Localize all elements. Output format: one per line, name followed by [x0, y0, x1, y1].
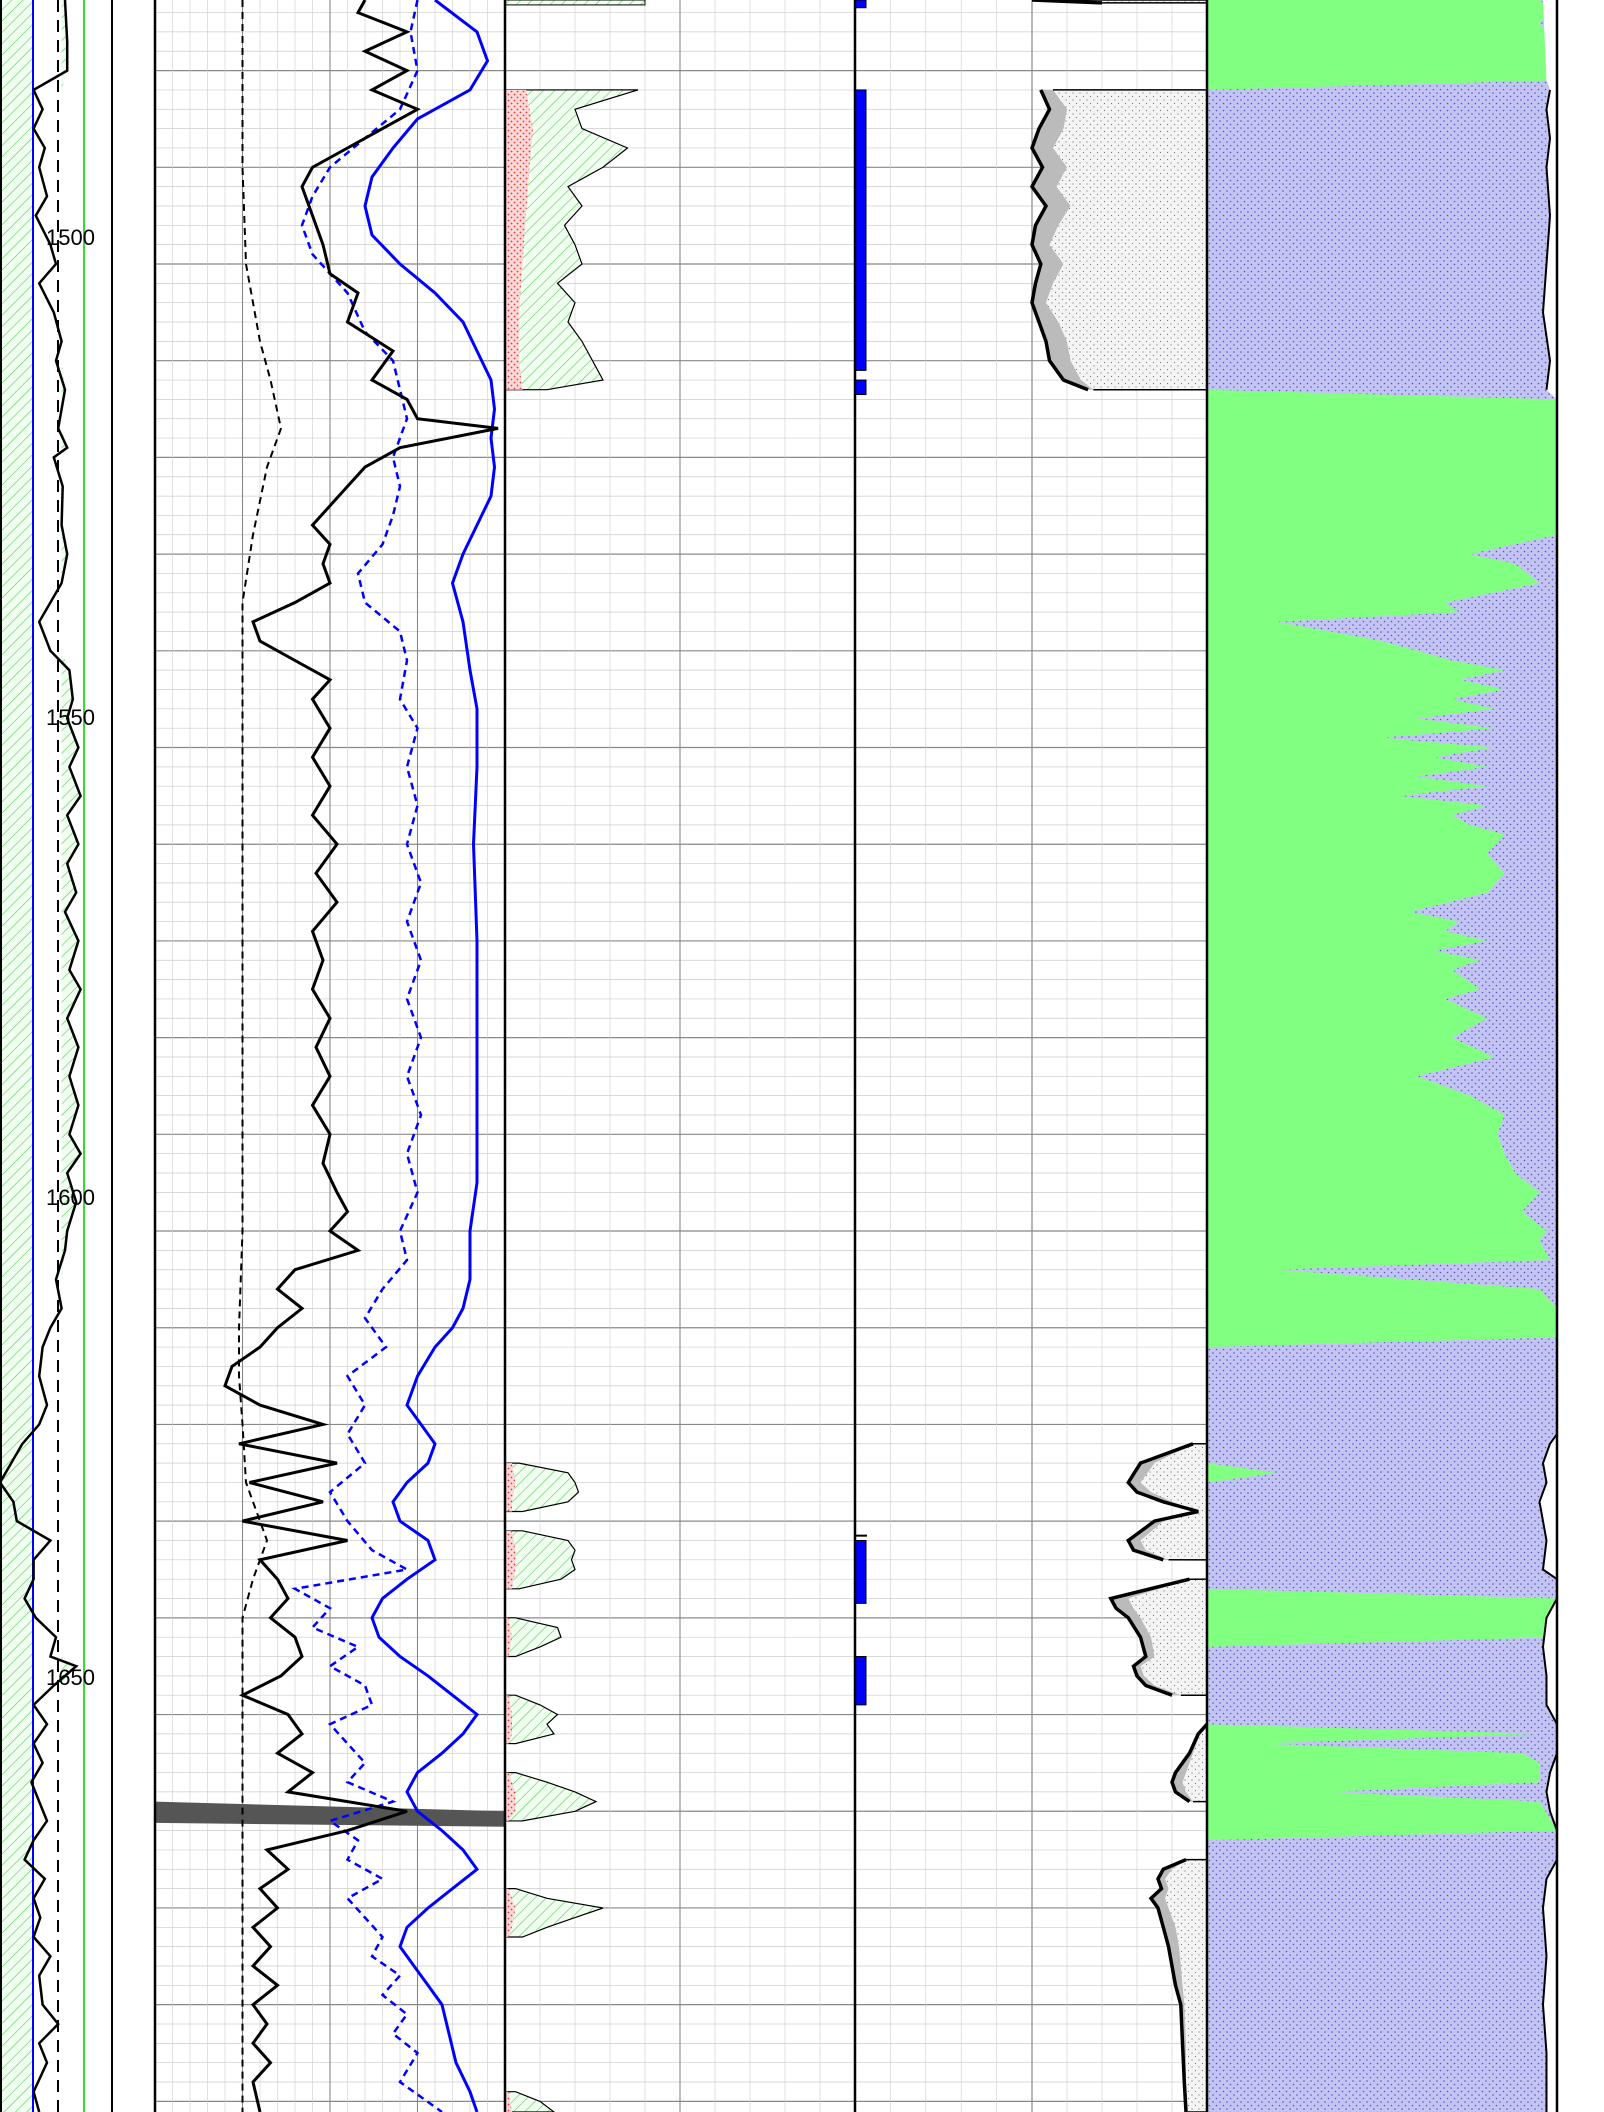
porosity-red-fill-7: [505, 2091, 512, 2112]
porosity-zone-0: [504, 89, 639, 391]
porosity-zone-2: [504, 1530, 576, 1590]
saturation-track: [1029, 0, 1209, 2112]
deep-resistivity-curve: [363, 0, 497, 2112]
porosity-red-fill-2: [505, 1530, 516, 1589]
porosity-zone-4: [504, 1694, 559, 1745]
por-grid: [504, 0, 856, 2112]
gamma-shale-fill: [61, 0, 81, 2112]
lithology-white-fill-mid: [1539, 1434, 1557, 1580]
saturation-dotted-fill-5: [1165, 1859, 1207, 2112]
saturation-dotted-fill-1: [1046, 89, 1207, 390]
lithology-white-fill-low: [1546, 1753, 1557, 1831]
porosity-zone-1: [504, 1462, 580, 1513]
porosity-red-fill-6: [505, 1888, 516, 1937]
porosity-red-fill-0: [505, 89, 533, 390]
flag-grid: [854, 0, 1033, 2112]
porosity-top-stub: [504, 0, 646, 6]
porosity-zone-6: [504, 1887, 604, 1938]
saturation-dotted-fill-4: [1182, 1724, 1207, 1802]
lithology-track: [1207, 0, 1558, 2112]
saturation-outline-5: [1148, 1857, 1188, 2112]
depth-tick-label-1600: 1600: [46, 1185, 95, 1210]
caliper-dashed-curve: [238, 0, 283, 2112]
lithology-edge-mid2: [1541, 1598, 1558, 1725]
porosity-red-fill-5: [505, 1772, 516, 1821]
lithology-edge-low: [1545, 1752, 1558, 1831]
track-borders: [0, 0, 1559, 2112]
porosity-zone-5: [504, 1771, 598, 1822]
gamma-hatch-band: [0, 0, 32, 2112]
lithology-edge-base: [1541, 1859, 1558, 2112]
medium-resistivity-curve: [223, 0, 499, 2112]
porosity-red-fill-4: [505, 1695, 512, 1744]
depth-tick-label-1550: 1550: [46, 705, 95, 730]
saturation-dotted-fill-2: [1140, 1443, 1207, 1560]
pay-flag-3: [854, 1539, 867, 1604]
saturation-outline-3: [1108, 1577, 1190, 1697]
porosity-track: [504, 0, 856, 2112]
saturation-dotted-fill-3: [1128, 1579, 1207, 1696]
gamma-ray-track: [0, 0, 85, 2112]
pay-flag-track: [854, 0, 1033, 2112]
saturation-outline-4: [1170, 1723, 1209, 1804]
gamma-ray-curve: [0, 0, 83, 2112]
porosity-zone-3: [504, 1617, 562, 1658]
saturation-outline-1: [1029, 89, 1089, 392]
resistivity-track: [154, 0, 506, 2112]
pay-flag-4: [854, 1656, 867, 1706]
porosity-red-fill-3: [505, 1617, 512, 1657]
lithology-edge-mid: [1538, 1433, 1558, 1581]
pay-flag-0: [854, 0, 867, 9]
res-grid: [154, 0, 506, 2112]
saturation-outline-2: [1126, 1442, 1199, 1562]
lithology-white-fill-upper: [1543, 0, 1557, 400]
depth-labels: 1500 1550 1600 1650: [46, 225, 95, 1690]
depth-tick-label-1650: 1650: [46, 1665, 95, 1690]
pay-flag-1: [854, 89, 867, 371]
porosity-red-fill-1: [505, 1463, 516, 1512]
pay-flag-2: [854, 379, 867, 396]
shallow-resistivity-curve: [291, 0, 443, 2112]
lithology-edge-upper: [1541, 89, 1552, 390]
depth-tick-label-1500: 1500: [46, 225, 95, 250]
lithology-green-fill: [1207, 0, 1557, 2112]
